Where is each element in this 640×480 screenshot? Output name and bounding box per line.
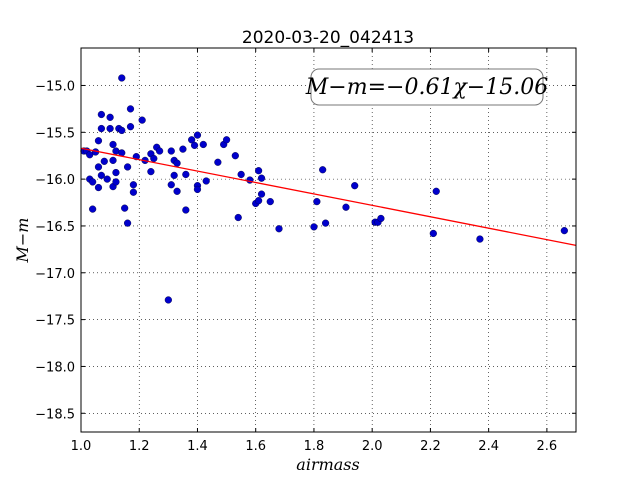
x-tick-label: 2.0 — [362, 439, 383, 454]
fit-line — [80, 147, 577, 246]
data-point — [129, 181, 138, 189]
data-point — [167, 181, 175, 189]
data-point — [103, 175, 111, 183]
data-point — [123, 163, 132, 171]
data-point — [97, 171, 105, 179]
x-tick-label: 1.4 — [187, 439, 208, 454]
x-tick-label: 1.0 — [71, 439, 92, 454]
data-point — [231, 152, 239, 160]
y-tick-label: −17.5 — [35, 314, 75, 329]
x-tick-label: 2.6 — [537, 439, 558, 454]
data-point — [190, 141, 199, 150]
plot-frame — [80, 47, 577, 433]
x-axis-ticks: 1.0 1.2 1.4 1.6 1.8 2.0 2.2 2.4 2.6 — [71, 48, 558, 454]
y-tick-label: −17.0 — [35, 267, 75, 282]
data-point — [193, 131, 202, 139]
data-point — [106, 113, 114, 121]
data-point — [123, 219, 132, 227]
data-point — [193, 185, 202, 194]
data-point — [100, 157, 108, 165]
data-point — [106, 124, 114, 133]
data-point — [173, 159, 181, 167]
x-tick-label: 2.2 — [420, 439, 441, 454]
y-tick-label: −18.0 — [35, 360, 75, 375]
data-point — [97, 110, 105, 119]
data-point — [126, 123, 135, 131]
data-point — [310, 223, 318, 231]
data-point — [94, 137, 103, 145]
data-point — [94, 163, 103, 171]
data-point — [377, 214, 385, 223]
data-point — [97, 124, 105, 133]
data-point — [118, 74, 126, 82]
data-point — [109, 156, 117, 164]
chart-title: 2020-03-20_042413 — [242, 28, 414, 48]
data-point — [266, 198, 274, 206]
data-point — [173, 187, 181, 195]
data-point — [138, 116, 146, 124]
x-tick-label: 1.6 — [245, 439, 266, 454]
x-tick-label: 2.4 — [478, 439, 499, 454]
annotation-box — [310, 68, 544, 106]
y-tick-label: −16.0 — [35, 173, 75, 188]
data-point — [118, 126, 126, 135]
data-point — [429, 229, 437, 238]
y-tick-label: −15.5 — [35, 126, 75, 141]
data-point — [432, 187, 440, 195]
data-point — [167, 147, 175, 155]
data-point — [179, 145, 187, 153]
data-point — [319, 166, 327, 174]
data-point — [560, 227, 568, 235]
data-point — [321, 219, 330, 227]
data-point — [342, 203, 350, 211]
data-point — [313, 198, 321, 206]
data-point — [255, 197, 263, 205]
data-point — [147, 168, 155, 176]
y-axis-ticks: −15.0 −15.5 −16.0 −16.5 −17.0 −17.5 −18.0 −18.5 — [35, 79, 576, 422]
x-tick-label: 1.8 — [304, 439, 325, 454]
data-point — [170, 171, 178, 179]
data-point — [351, 182, 359, 190]
y-tick-label: −16.5 — [35, 220, 75, 235]
data-point — [257, 190, 266, 198]
grid — [81, 48, 576, 432]
y-tick-label: −15.0 — [35, 79, 75, 94]
data-point — [237, 170, 245, 179]
y-tick-label: −18.5 — [35, 407, 75, 422]
data-point — [234, 213, 242, 222]
data-point — [121, 204, 129, 212]
data-point — [476, 235, 484, 243]
data-point — [156, 147, 164, 155]
data-point — [89, 205, 97, 213]
data-point — [109, 140, 117, 149]
y-axis-label: M−m — [13, 218, 32, 264]
x-axis-label: airmass — [296, 455, 359, 474]
fit-annotation: M−m=−0.61χ−15.06 — [305, 68, 548, 106]
data-point — [89, 178, 97, 186]
x-tick-label: 1.2 — [129, 439, 150, 454]
data-point — [255, 167, 263, 175]
data-points — [80, 74, 568, 304]
data-point — [202, 177, 210, 185]
data-point — [182, 206, 190, 214]
annotation-text: M−m=−0.61χ−15.06 — [305, 75, 548, 100]
data-point — [214, 158, 222, 166]
data-point — [275, 225, 283, 233]
data-point — [94, 183, 103, 192]
data-point — [188, 136, 196, 144]
data-point — [112, 178, 120, 186]
data-point — [150, 154, 158, 163]
data-point — [129, 188, 138, 196]
data-point — [86, 151, 94, 159]
data-point — [164, 296, 172, 304]
data-point — [199, 140, 207, 149]
fit-line-group — [80, 147, 577, 246]
data-point — [222, 136, 231, 144]
data-point — [112, 168, 120, 177]
data-point — [126, 105, 135, 113]
data-point — [182, 170, 190, 179]
data-point — [257, 174, 266, 182]
